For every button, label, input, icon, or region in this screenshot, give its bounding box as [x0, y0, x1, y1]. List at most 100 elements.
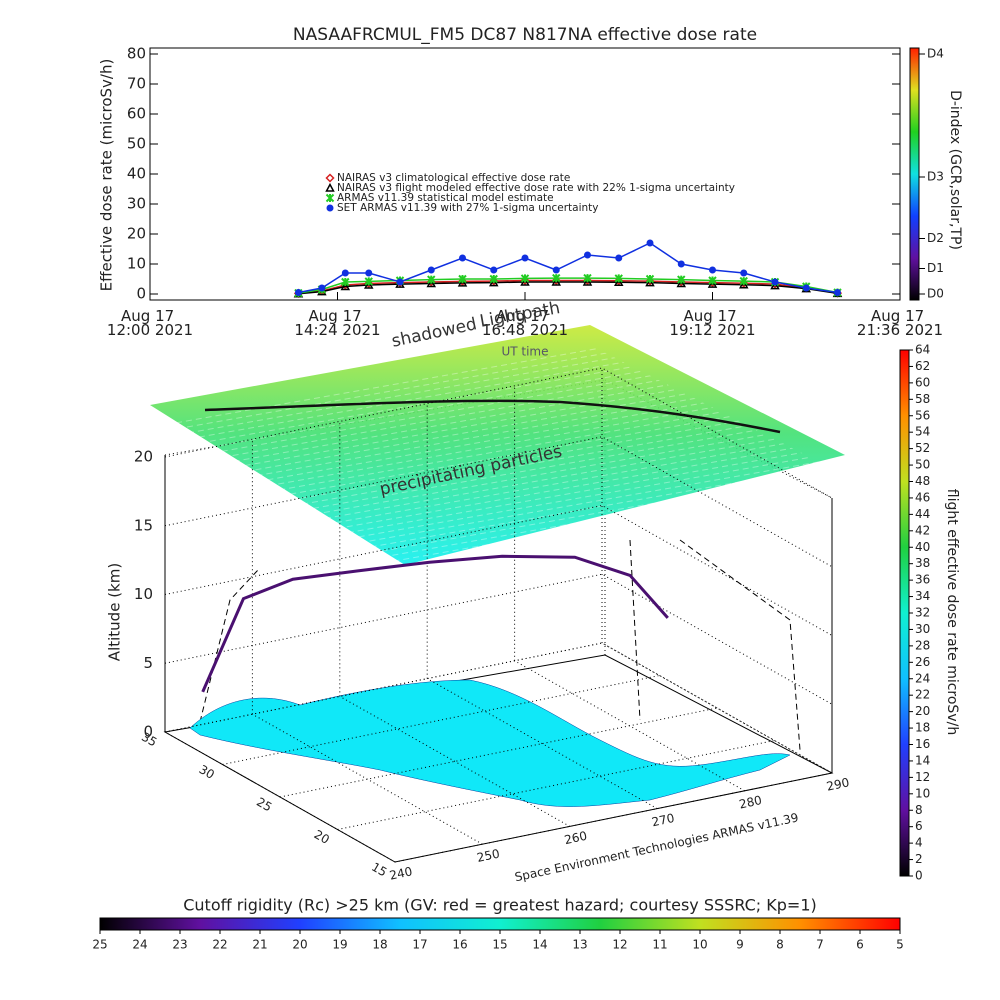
colorbar-tick-label: 22 [915, 688, 930, 702]
colorbar-tick-label: 36 [915, 573, 930, 587]
marker [318, 284, 326, 292]
x-tick-label: Aug 17 12:00 2021 [107, 307, 193, 339]
chart-title: NASAAFRCMUL_FM5 DC87 N817NA effective do… [293, 25, 757, 45]
colorbar-tick-label: 7 [816, 938, 824, 952]
marker [740, 269, 748, 277]
legend-marker [326, 204, 334, 212]
marker [645, 274, 655, 284]
lon-tick-label: 290 [825, 775, 850, 793]
colorbar-tick-label: 5 [896, 938, 904, 952]
lat-tick-label: 15 [369, 860, 389, 880]
legend-label: NAIRAS v3 flight modeled effective dose … [337, 182, 735, 194]
y-tick-label: 40 [127, 165, 146, 183]
colorbar-tick-label: 12 [915, 770, 930, 784]
colorbar-tick-label: 10 [692, 938, 707, 952]
marker [615, 254, 623, 262]
colorbar-tick-label: 42 [915, 523, 930, 537]
marker [551, 276, 562, 286]
grid-line [601, 642, 833, 774]
marker [396, 278, 404, 286]
z-tick-label: 10 [134, 585, 153, 603]
colorbar-tick-label: 18 [915, 721, 930, 735]
marker [834, 289, 841, 296]
colorbar-tick-label: 44 [915, 507, 930, 521]
colorbar-tick-label: 30 [915, 622, 930, 636]
grid-line [426, 678, 658, 810]
colorbar-tick-label: 62 [915, 359, 930, 373]
colorbar-tick-label: 15 [492, 938, 507, 952]
y-tick-label: 20 [127, 225, 146, 243]
marker [488, 277, 499, 287]
marker [365, 269, 373, 277]
lon-tick-label: 250 [476, 846, 501, 864]
marker [489, 274, 498, 284]
marker [552, 266, 560, 274]
colorbar-tick-label: 20 [915, 704, 930, 718]
lon-tick-label: 240 [388, 864, 413, 882]
marker [341, 269, 349, 277]
marker [738, 279, 749, 289]
z-tick-label: 5 [143, 654, 153, 672]
colorbar [99, 917, 901, 931]
y-tick-label: 70 [127, 75, 146, 93]
colorbar-tick-label: 14 [915, 753, 930, 767]
colorbar-tick-label: 9 [736, 938, 744, 952]
marker [708, 276, 717, 285]
colorbar-label: Cutoff rigidity (Rc) >25 km (GV: red = g… [183, 896, 817, 915]
marker [584, 251, 591, 259]
x-tick-label: Aug 17 16:48 2021 [482, 307, 568, 339]
y2-tick-label: D4 [927, 47, 944, 61]
colorbar-tick-label: 16 [452, 938, 467, 952]
marker [520, 276, 530, 286]
lat-tick-label: 20 [312, 827, 332, 847]
flight-track [201, 554, 669, 693]
colorbar-tick-label: 40 [915, 540, 930, 554]
x-tick-label: Aug 17 19:12 2021 [669, 307, 755, 339]
y2-tick-label: D3 [927, 170, 944, 184]
colorbar-tick-label: 19 [332, 938, 347, 952]
marker [707, 279, 718, 288]
y-tick-label: 30 [127, 195, 146, 213]
legend-label: NAIRAS v3 climatological effective dose … [337, 172, 570, 184]
colorbar-tick-label: 54 [915, 425, 930, 439]
colorbar-tick-label: 24 [132, 938, 147, 952]
lat-tick-label: 30 [197, 762, 217, 782]
z-tick-label: 15 [134, 516, 153, 534]
colorbar [899, 349, 910, 877]
marker [583, 273, 592, 283]
grid-line [339, 695, 571, 827]
colorbar-tick-label: 12 [612, 938, 627, 952]
marker [771, 278, 779, 286]
colorbar-tick-label: 20 [292, 938, 307, 952]
y-tick-label: 0 [136, 285, 146, 303]
grid-line [164, 367, 833, 499]
marker [552, 273, 561, 283]
annotation: shadowed [390, 314, 479, 352]
marker [676, 278, 687, 288]
colorbar-tick-label: 4 [915, 836, 923, 850]
z-axis-label: Altitude (km) [106, 563, 124, 661]
marker [739, 276, 748, 286]
legend-marker [325, 193, 335, 203]
lon-tick-label: 280 [738, 793, 763, 811]
shadow-track [199, 539, 801, 751]
legend-marker [325, 182, 335, 192]
y-tick-label: 10 [127, 255, 146, 273]
colorbar-tick-label: 48 [915, 474, 930, 488]
grid-line [164, 573, 833, 705]
marker [677, 275, 686, 284]
colorbar-tick-label: 25 [92, 938, 107, 952]
x-tick-label: Aug 17 21:36 2021 [857, 307, 943, 339]
marker [709, 266, 716, 274]
colorbar-tick-label: 21 [252, 938, 267, 952]
lightpath-line [204, 399, 781, 434]
colorbar-tick-label: 17 [412, 938, 427, 952]
colorbar-tick-label: 0 [915, 869, 923, 883]
colorbar-tick-label: 24 [915, 671, 930, 685]
colorbar-tick-label: 50 [915, 458, 930, 472]
marker [458, 274, 467, 284]
legend-marker [325, 173, 335, 183]
marker [457, 277, 468, 287]
marker [364, 277, 373, 286]
